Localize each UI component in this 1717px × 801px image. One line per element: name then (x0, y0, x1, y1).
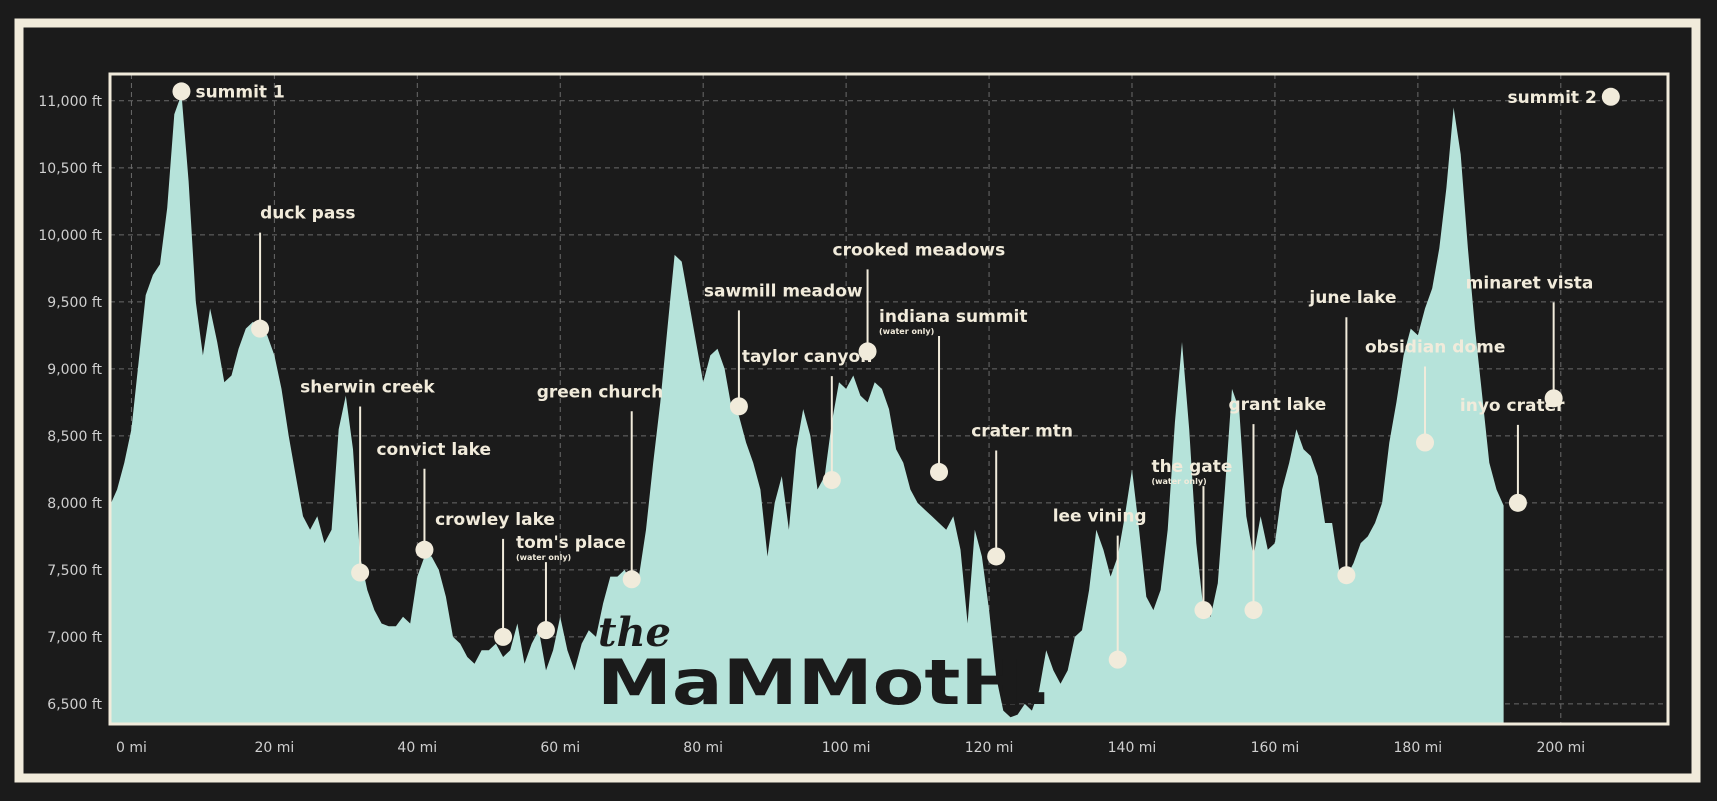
y-tick-label: 7,000 ft (47, 630, 102, 646)
waypoint-marker (930, 463, 949, 482)
waypoint-label: summit 1 (195, 82, 284, 102)
waypoint-marker (415, 540, 434, 559)
waypoint-label: grant lake (1228, 395, 1326, 415)
waypoint-label: convict lake (376, 440, 491, 460)
y-tick-label: 9,000 ft (47, 362, 102, 378)
waypoint-label: duck pass (260, 204, 355, 224)
waypoint-sublabel: (water only) (1151, 477, 1206, 486)
waypoint-marker (622, 570, 641, 589)
y-axis-ticks: 6,500 ft 7,000 ft 7,500 ft 8,000 ft 8,500 ft… (38, 94, 102, 713)
x-tick-label: 20 mi (254, 740, 294, 756)
waypoint-markers: summit 1 duck pass sherwin creek convict la… (172, 82, 1620, 669)
y-tick-label: 8,500 ft (47, 429, 102, 445)
x-tick-label: 40 mi (397, 740, 437, 756)
x-axis-ticks: 0 mi 20 mi 40 mi 60 mi 80 mi 100 mi 120 mi 140 … (116, 740, 1585, 756)
elevation-profile-area (110, 94, 1504, 725)
waypoint-marker (494, 627, 513, 646)
logo-the: the (598, 609, 671, 656)
y-tick-label: 6,500 ft (47, 697, 102, 713)
x-tick-label: 60 mi (540, 740, 580, 756)
waypoint-marker (1337, 566, 1356, 585)
waypoint-marker (1544, 389, 1563, 408)
x-tick-label: 100 mi (822, 740, 871, 756)
waypoint-label: sherwin creek (300, 378, 435, 398)
mammoth-logo: the MaMMotH. (597, 609, 1052, 719)
waypoint-label: crooked meadows (833, 240, 1006, 260)
waypoint-label: minaret vista (1466, 273, 1594, 293)
waypoint-label: green church (537, 382, 663, 402)
outer-frame (14, 18, 1701, 783)
waypoint-marker (351, 563, 370, 582)
waypoint-label: lee vining (1053, 507, 1147, 527)
waypoint-marker (251, 319, 270, 338)
waypoint-label: tom's place (516, 533, 626, 553)
waypoint-label: sawmill meadow (704, 281, 863, 301)
waypoint-marker (858, 342, 877, 361)
waypoint-marker (1416, 433, 1435, 452)
waypoint-marker (536, 621, 555, 640)
waypoint-label: indiana summit (879, 307, 1028, 327)
waypoint-marker (1194, 601, 1213, 620)
x-tick-label: 200 mi (1536, 740, 1585, 756)
x-tick-label: 120 mi (965, 740, 1014, 756)
waypoint-marker (822, 471, 841, 490)
y-tick-label: 10,500 ft (38, 161, 102, 177)
waypoint-label: crowley lake (435, 510, 555, 530)
waypoint-marker (172, 82, 191, 101)
waypoint-sublabel: (water only) (516, 553, 571, 562)
x-tick-label: 160 mi (1251, 740, 1300, 756)
x-tick-label: 80 mi (683, 740, 723, 756)
plot-frame (108, 72, 1670, 726)
y-tick-label: 11,000 ft (38, 94, 102, 110)
waypoint-label: crater mtn (971, 421, 1073, 441)
waypoint-label: taylor canyon (742, 347, 872, 367)
logo-mammoth: MaMMotH. (597, 646, 1052, 719)
x-tick-label: 0 mi (116, 740, 147, 756)
x-tick-label: 140 mi (1108, 740, 1157, 756)
waypoint-marker (987, 547, 1006, 566)
y-tick-label: 8,000 ft (47, 496, 102, 512)
y-tick-label: 7,500 ft (47, 563, 102, 579)
waypoint-label: june lake (1308, 288, 1396, 308)
y-tick-label: 9,500 ft (47, 295, 102, 311)
waypoint-marker (1601, 87, 1620, 106)
waypoint-label: the gate (1151, 457, 1232, 477)
waypoint-marker (729, 397, 748, 416)
waypoint-label: obsidian dome (1365, 338, 1505, 358)
waypoint-sublabel: (water only) (879, 327, 934, 336)
waypoint-marker (1108, 650, 1127, 669)
waypoint-label: inyo crater (1460, 396, 1565, 416)
waypoint-marker (1244, 601, 1263, 620)
x-tick-label: 180 mi (1394, 740, 1443, 756)
waypoint-marker (1508, 493, 1527, 512)
y-tick-label: 10,000 ft (38, 228, 102, 244)
waypoint-label: summit 2 (1507, 88, 1596, 108)
